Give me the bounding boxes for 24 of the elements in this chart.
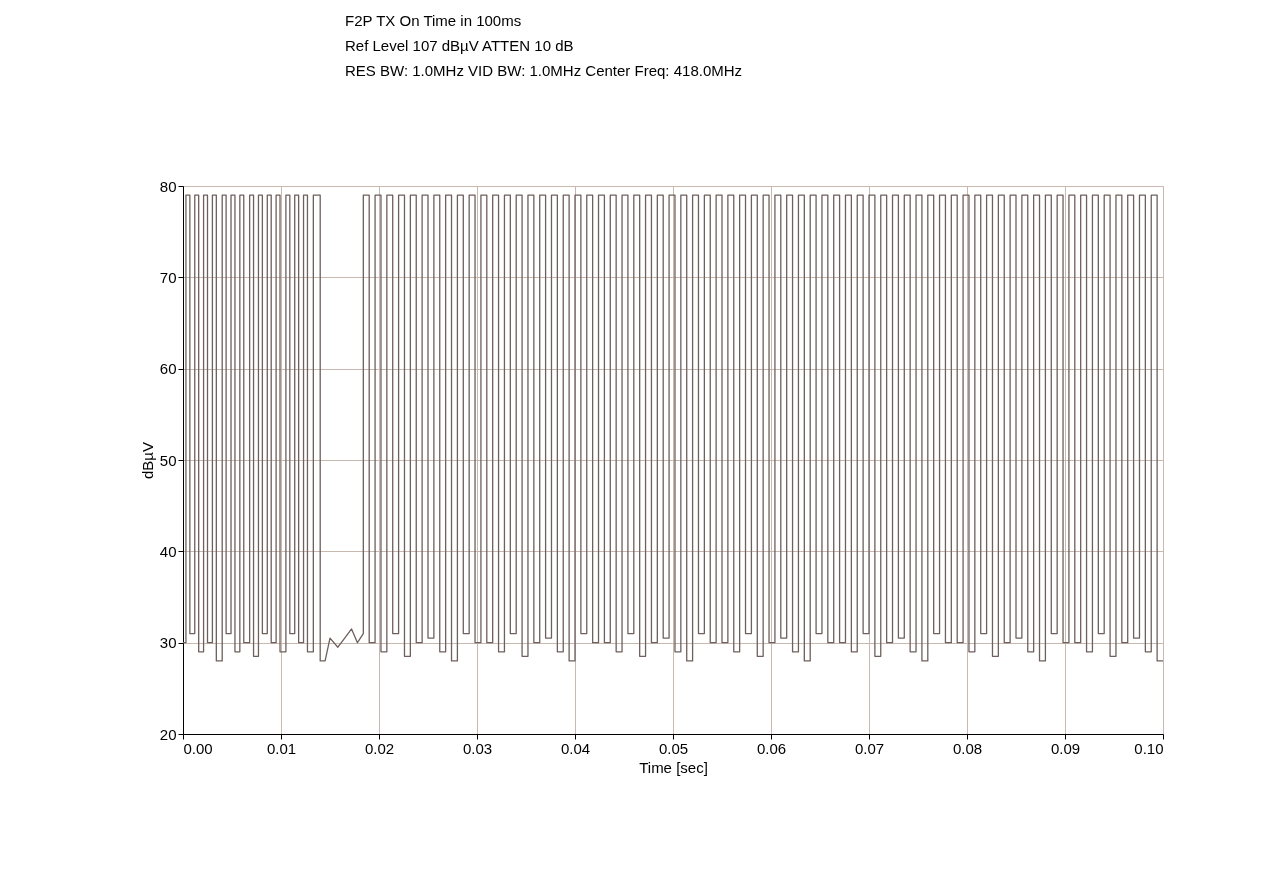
x-tick-label: 0.02 [364, 739, 395, 757]
text: RES BW: 1.0MHz VID BW: 1.0MHz Center Freq: 418.0MHz [345, 62, 743, 79]
x-tick-label: 0.00 [183, 739, 213, 757]
text: F2P TX On Time in 100ms [345, 12, 522, 29]
y-tick-label: 80 [159, 177, 177, 195]
text: Ref Level 107 dBµV ATTEN 10 dB [345, 37, 574, 54]
x-tick-label: 0.05 [658, 739, 689, 757]
x-tick-label: 0.01 [266, 739, 297, 757]
y-tick-label: 70 [159, 268, 177, 286]
x-tick-label: 0.09 [1050, 739, 1081, 757]
y-tick-label: 50 [159, 451, 177, 469]
x-tick-label: 0.08 [952, 739, 983, 757]
x-tick-label: 0.10 [1134, 739, 1164, 757]
y-tick-label: 60 [159, 360, 177, 378]
x-axis-title: Time [sec] [639, 758, 708, 776]
y-tick-label: 30 [159, 634, 177, 652]
x-tick-label: 0.07 [854, 739, 885, 757]
y-tick-label: 40 [159, 542, 177, 560]
y-tick-label: 20 [159, 725, 177, 743]
x-tick-label: 0.06 [756, 739, 787, 757]
y-axis-title: dBµV [138, 442, 156, 479]
x-tick-label: 0.04 [560, 739, 591, 757]
line-series [183, 194, 1163, 662]
x-tick-label: 0.03 [462, 739, 493, 757]
